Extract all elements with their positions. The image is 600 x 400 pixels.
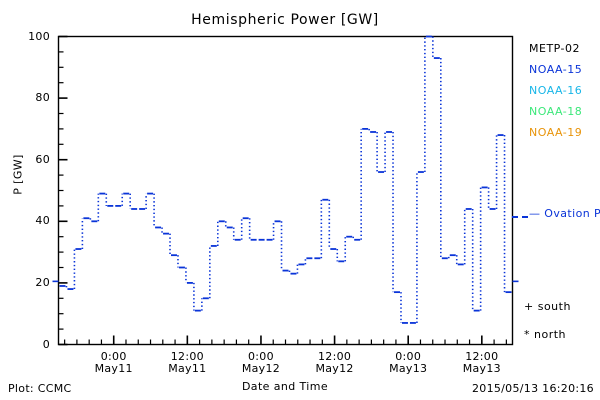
- ovation-note-line1: — Ovation: [529, 207, 591, 220]
- x-tick-date: May11: [168, 362, 207, 375]
- x-tick-label: 0:00 May13: [368, 351, 448, 375]
- legend-item-noaa-19[interactable]: NOAA-19: [529, 126, 583, 139]
- y-tick-label: 80: [35, 91, 50, 105]
- footer-plot-source: Plot: CCMC: [8, 382, 72, 395]
- x-tick-time: 12:00: [317, 350, 352, 363]
- x-tick-time: 12:00: [170, 350, 204, 363]
- y-axis-label: P [GW]: [11, 154, 25, 195]
- x-axis-label: Date and Time: [241, 380, 329, 393]
- x-tick-marks: [64, 335, 507, 345]
- ovation-note-line2: Prime HPI: [593, 207, 600, 220]
- legend-item-noaa-18[interactable]: NOAA-18: [529, 105, 583, 118]
- north-marker-note: * north: [524, 328, 567, 341]
- x-tick-time: 0:00: [100, 350, 127, 363]
- y-tick-label: 20: [35, 275, 50, 289]
- x-tick-label: 12:00 May12: [295, 351, 375, 375]
- data-series-layer: [52, 35, 519, 324]
- ovation-prime-hpi-note: — Ovation Prime HPI: [529, 208, 600, 220]
- legend-item-noaa-16[interactable]: NOAA-16: [529, 84, 583, 97]
- x-tick-label: 0:00 May11: [74, 351, 154, 375]
- y-tick-label: 100: [28, 29, 50, 43]
- x-tick-date: May12: [241, 362, 281, 375]
- x-tick-date: May12: [315, 362, 354, 375]
- plot-frame: [57, 35, 514, 346]
- x-tick-time: 0:00: [248, 350, 274, 363]
- x-tick-label: 12:00 May11: [147, 351, 227, 375]
- x-tick-label: 12:00 May13: [442, 351, 522, 375]
- x-tick-time: 12:00: [465, 350, 499, 363]
- legend-item-metp-02[interactable]: METP-02: [529, 42, 581, 55]
- x-tick-date: May13: [389, 362, 428, 375]
- x-tick-label: 0:00 May12: [221, 351, 301, 375]
- series-noaa-15: [59, 35, 512, 324]
- footer-timestamp: 2015/05/13 16:20:16: [471, 382, 594, 395]
- x-tick-time: 0:00: [395, 350, 422, 363]
- y-tick-label: 0: [42, 337, 50, 351]
- legend-item-noaa-15[interactable]: NOAA-15: [529, 63, 583, 76]
- south-marker-note: + south: [524, 300, 571, 313]
- chart-title: Hemispheric Power [GW]: [191, 12, 379, 28]
- y-tick-label: 40: [35, 214, 50, 228]
- x-tick-date: May13: [462, 362, 501, 375]
- y-tick-label: 60: [35, 152, 50, 166]
- ovation-dash-icon: [512, 216, 528, 218]
- x-tick-date: May11: [94, 362, 133, 375]
- y-tick-marks: [58, 35, 68, 346]
